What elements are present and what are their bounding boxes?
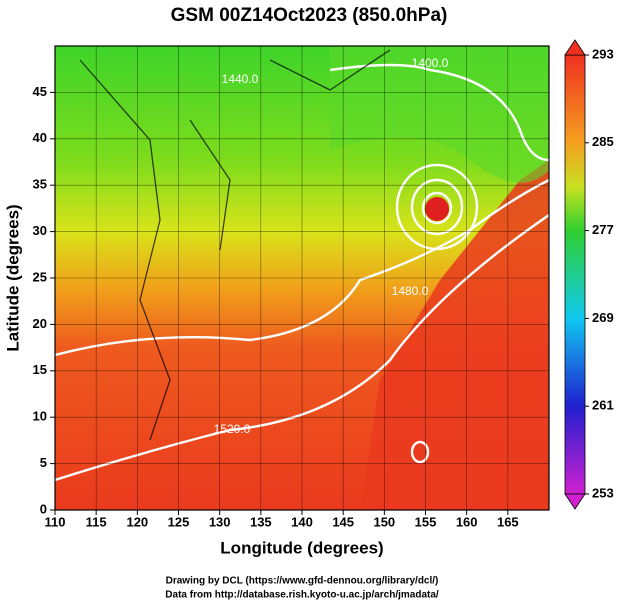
coastline bbox=[79, 49, 391, 441]
contour-line bbox=[395, 163, 479, 251]
contour-label: 1440.0 bbox=[222, 72, 259, 86]
colorbar bbox=[564, 54, 586, 495]
y-tick-label: 10 bbox=[33, 409, 47, 424]
x-tick-label: 165 bbox=[497, 514, 519, 529]
x-tick-label: 135 bbox=[250, 514, 272, 529]
contour-label: 1520.0 bbox=[214, 422, 251, 436]
colorbar-extend bbox=[564, 493, 586, 510]
contour-label: 1480.0 bbox=[392, 284, 429, 298]
colorbar-tick-label: 253 bbox=[592, 485, 614, 500]
x-tick-label: 115 bbox=[86, 514, 107, 529]
field: 1400.0 1440.0 1480.0 1520.0 bbox=[55, 46, 549, 510]
contour-line bbox=[55, 214, 549, 482]
y-tick-label: 25 bbox=[33, 269, 47, 284]
x-tick-label: 120 bbox=[126, 514, 148, 529]
y-tick-label: 20 bbox=[33, 316, 47, 331]
title: GSM 00Z14Oct2023 (850.0hPa) bbox=[171, 5, 448, 26]
contour-label: 1400.0 bbox=[412, 56, 449, 70]
y-tick-label: 40 bbox=[33, 130, 47, 145]
y-tick-label: 30 bbox=[33, 223, 47, 238]
x-tick-label: 140 bbox=[291, 514, 313, 529]
x-tick-label: 150 bbox=[373, 514, 395, 529]
colorbar-extend bbox=[564, 39, 586, 56]
colorbar-tick-label: 269 bbox=[592, 310, 614, 325]
contour-line bbox=[329, 63, 549, 162]
x-axis-label: Longitude (degrees) bbox=[220, 538, 383, 557]
warm-region bbox=[360, 160, 549, 510]
credit: Drawing by DCL (https://www.gfd-dennou.o… bbox=[166, 576, 439, 587]
contour-line bbox=[410, 178, 464, 236]
y-tick-label: 35 bbox=[33, 177, 47, 192]
y-tick-label: 15 bbox=[33, 362, 47, 377]
typhoon-core bbox=[425, 197, 449, 221]
y-tick-label: 5 bbox=[40, 455, 47, 470]
colorbar-tick-label: 277 bbox=[592, 222, 614, 237]
y-axis-label: Latitude (degrees) bbox=[3, 204, 22, 351]
x-tick-label: 110 bbox=[45, 514, 66, 529]
colorbar-tick-label: 285 bbox=[592, 134, 614, 149]
y-tick-label: 0 bbox=[40, 501, 47, 516]
x-tick-label: 125 bbox=[168, 514, 190, 529]
contour-line bbox=[421, 191, 453, 225]
x-tick-label: 145 bbox=[332, 514, 354, 529]
contour-line bbox=[410, 440, 430, 464]
x-tick-label: 130 bbox=[209, 514, 231, 529]
x-tick-label: 160 bbox=[456, 514, 478, 529]
cool-region bbox=[330, 46, 549, 183]
contour-line bbox=[55, 178, 549, 357]
x-tick-label: 155 bbox=[415, 514, 437, 529]
credit: Data from http://database.rish.kyoto-u.a… bbox=[165, 590, 439, 601]
colorbar-tick-label: 261 bbox=[592, 398, 614, 413]
y-tick-label: 45 bbox=[33, 84, 47, 99]
colorbar-tick-label: 293 bbox=[592, 46, 614, 61]
